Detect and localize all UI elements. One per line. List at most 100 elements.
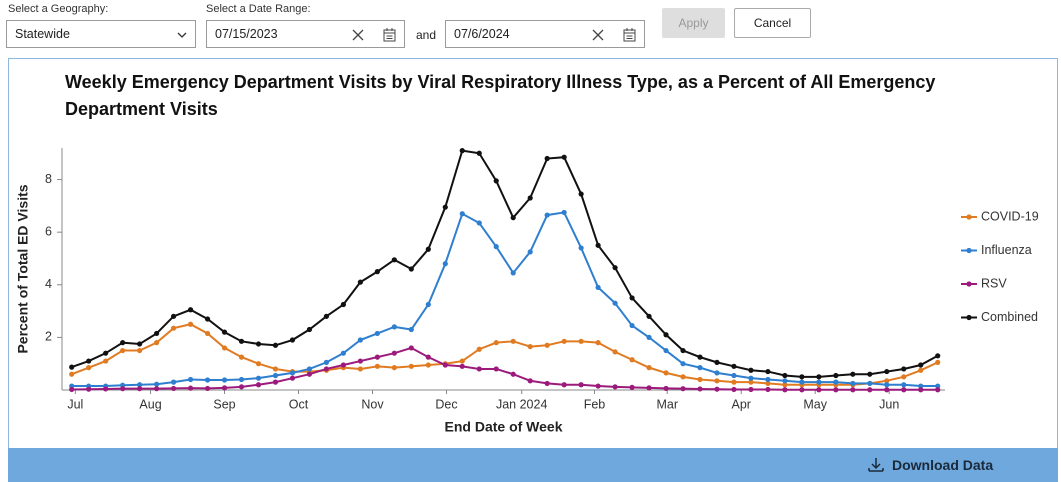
data-point — [748, 375, 754, 381]
data-point — [680, 347, 686, 354]
data-point — [935, 359, 941, 365]
data-point — [510, 270, 516, 276]
data-point — [629, 384, 635, 390]
data-point — [731, 386, 737, 393]
and-text: and — [416, 28, 437, 42]
geography-value: Statewide — [15, 27, 70, 41]
data-point — [137, 386, 143, 392]
calendar-icon[interactable] — [623, 28, 636, 42]
data-point — [646, 334, 652, 340]
data-point — [799, 374, 805, 380]
data-point — [646, 385, 652, 391]
data-point — [918, 383, 924, 389]
data-point — [289, 375, 296, 381]
data-point — [86, 358, 92, 364]
x-tick-label: Oct — [289, 397, 309, 411]
data-point — [629, 322, 635, 329]
y-tick-label: 8 — [45, 172, 52, 186]
data-point — [731, 379, 737, 385]
data-point — [714, 370, 720, 376]
series-line — [71, 323, 939, 386]
chart: 2 4 6 8 Jul Aug Sep Oct Nov Dec Jan 2024 Feb Mar Apr M… — [15, 148, 1039, 435]
cancel-button[interactable]: Cancel — [734, 8, 811, 38]
data-point — [306, 366, 313, 372]
data-point — [459, 148, 465, 154]
x-tick-label: Jun — [879, 397, 899, 411]
end-date-input[interactable]: 07/6/2024 — [445, 20, 645, 48]
data-point — [69, 386, 75, 393]
data-point — [120, 340, 126, 346]
series-line — [71, 346, 938, 391]
data-point — [357, 279, 363, 285]
x-tick-label: May — [803, 397, 827, 411]
data-point — [714, 378, 720, 384]
data-point — [103, 358, 109, 364]
data-point — [86, 365, 92, 371]
data-point — [697, 354, 703, 360]
data-point — [154, 340, 160, 346]
geography-select[interactable]: Statewide — [6, 20, 196, 48]
x-tick-label: Feb — [584, 397, 606, 411]
data-point — [391, 324, 397, 330]
data-point — [527, 378, 533, 384]
data-point — [646, 313, 652, 319]
data-point — [595, 340, 601, 346]
data-point — [323, 359, 330, 365]
dropdown-icon — [177, 32, 187, 38]
data-point — [391, 257, 397, 263]
data-point — [833, 387, 839, 393]
data-point — [663, 347, 669, 354]
data-point — [425, 362, 431, 368]
data-point — [918, 362, 924, 368]
calendar-icon[interactable] — [383, 28, 396, 42]
data-point — [238, 354, 245, 360]
data-point — [833, 379, 839, 385]
clear-icon[interactable] — [592, 29, 604, 41]
data-point — [561, 209, 567, 216]
data-point — [255, 361, 262, 367]
data-point — [918, 367, 924, 373]
data-point — [884, 382, 890, 388]
data-point — [544, 380, 550, 387]
data-point — [306, 326, 313, 333]
data-point — [103, 386, 109, 392]
data-point — [765, 376, 771, 383]
legend-swatch — [966, 247, 972, 254]
data-point — [272, 342, 279, 348]
data-point — [340, 301, 346, 308]
data-point — [935, 353, 941, 359]
data-point — [680, 386, 686, 392]
data-point — [816, 387, 822, 393]
legend-label: Influenza — [981, 243, 1032, 257]
data-point — [850, 371, 856, 377]
data-point — [69, 364, 75, 370]
clear-icon[interactable] — [352, 29, 364, 41]
x-tick-label: Dec — [435, 397, 457, 411]
apply-button[interactable]: Apply — [662, 8, 725, 38]
download-icon[interactable] — [868, 457, 884, 473]
data-point — [850, 380, 856, 387]
data-point — [578, 338, 584, 344]
data-point — [493, 366, 499, 372]
download-button[interactable]: Download Data — [892, 457, 994, 473]
data-point — [731, 363, 737, 369]
start-date-input[interactable]: 07/15/2023 — [206, 20, 405, 48]
data-point — [782, 378, 788, 384]
data-point — [935, 383, 941, 389]
data-point — [238, 338, 245, 344]
data-point — [782, 372, 788, 379]
data-point — [765, 380, 771, 387]
data-point — [408, 363, 414, 369]
data-point — [459, 358, 465, 364]
data-point — [867, 387, 873, 393]
data-point — [120, 386, 126, 392]
data-point — [918, 387, 924, 393]
data-point — [901, 387, 907, 393]
data-point — [578, 382, 584, 388]
data-point — [272, 379, 279, 385]
data-point — [799, 379, 805, 385]
data-point — [103, 350, 109, 356]
data-point — [476, 346, 482, 352]
data-point — [221, 377, 228, 383]
data-point — [238, 376, 245, 383]
